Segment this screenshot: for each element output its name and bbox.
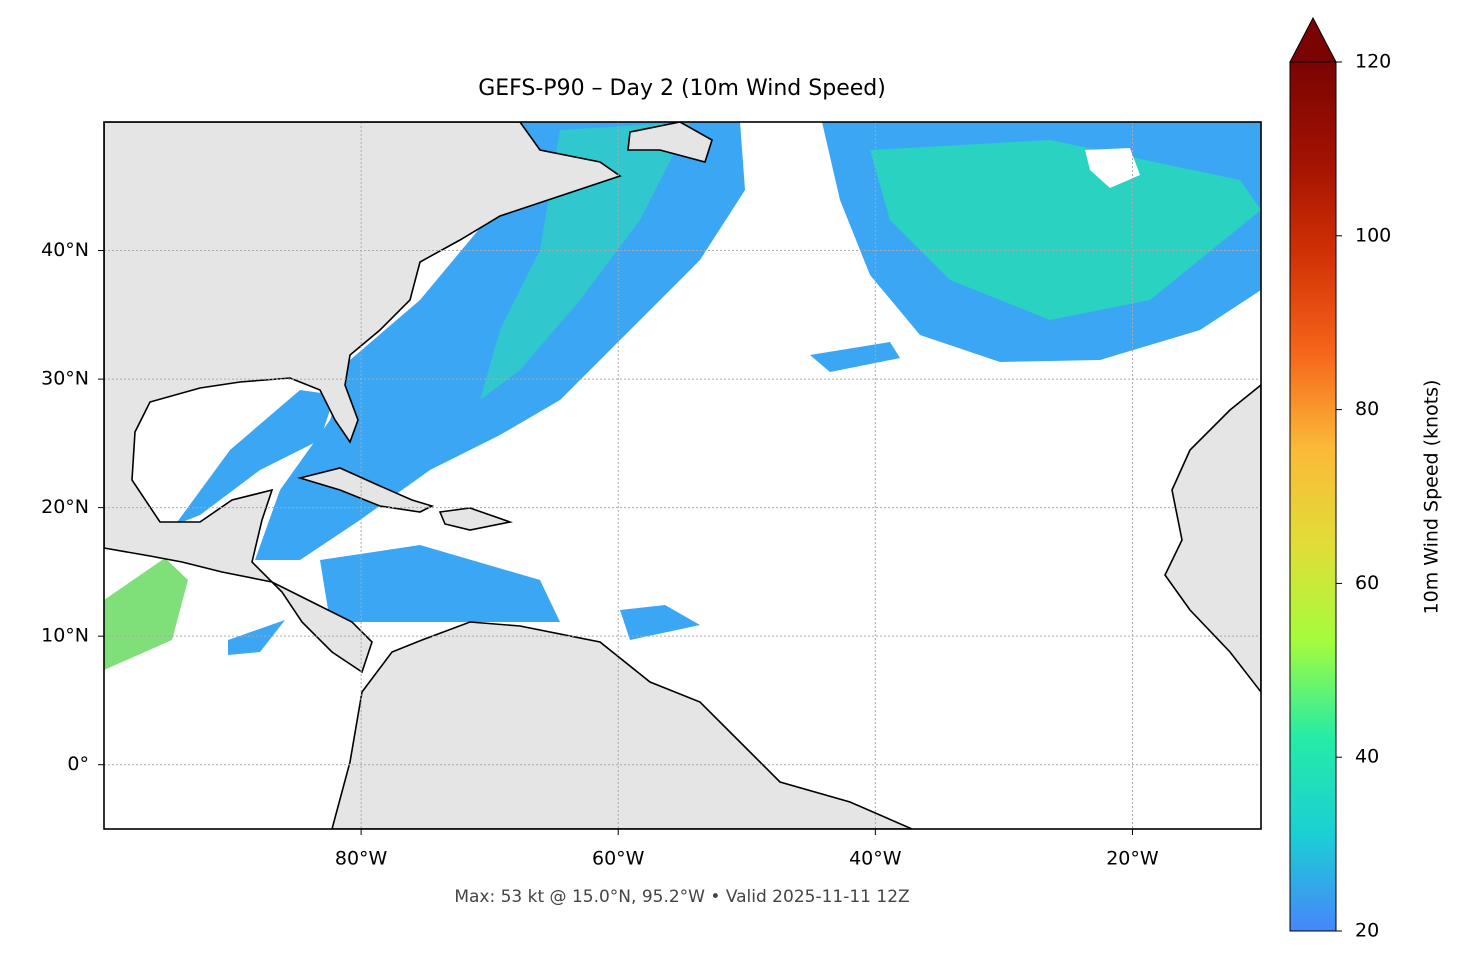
hispaniola	[438, 507, 514, 531]
colorbar-tick-label: 100	[1355, 224, 1391, 246]
x-tick-label: 40°W	[849, 848, 902, 870]
y-tick-label: 40°N	[41, 239, 89, 261]
wind-gap	[1085, 148, 1140, 188]
map-title: GEFS-P90 – Day 2 (10m Wind Speed)	[478, 76, 886, 101]
wind-field	[620, 605, 700, 640]
colorbar-tick-label: 40	[1355, 746, 1379, 768]
y-tick-label: 20°N	[41, 496, 89, 518]
wind-field	[228, 620, 285, 655]
x-tick-label: 60°W	[592, 848, 645, 870]
wind-field	[320, 545, 560, 622]
wind-field	[175, 390, 335, 525]
colorbar-extend	[1289, 16, 1337, 63]
colorbar-label: 10m Wind Speed (knots)	[1421, 380, 1443, 615]
y-tick-label: 0°	[67, 753, 89, 775]
cuba	[296, 467, 435, 513]
south-america	[331, 621, 913, 829]
colorbar-tick-label: 120	[1355, 51, 1391, 73]
wind-field	[870, 140, 1261, 320]
x-tick-label: 80°W	[335, 848, 388, 870]
colorbar	[1289, 61, 1337, 932]
map-layer	[104, 122, 1261, 829]
colorbar-tick-label: 20	[1355, 920, 1379, 942]
wind-field	[104, 558, 188, 670]
newfoundland	[627, 122, 713, 163]
africa	[1164, 383, 1261, 694]
footnote: Max: 53 kt @ 15.0°N, 95.2°W • Valid 2025…	[454, 887, 909, 907]
y-tick-label: 30°N	[41, 368, 89, 390]
north-america	[104, 122, 622, 674]
wind-field	[810, 342, 900, 372]
wind-field	[480, 122, 690, 400]
map-frame	[103, 121, 1262, 830]
colorbar-tick-label: 60	[1355, 572, 1379, 594]
colorbar-tick-label: 80	[1355, 398, 1379, 420]
x-tick-label: 20°W	[1106, 848, 1159, 870]
y-tick-label: 10°N	[41, 625, 89, 647]
